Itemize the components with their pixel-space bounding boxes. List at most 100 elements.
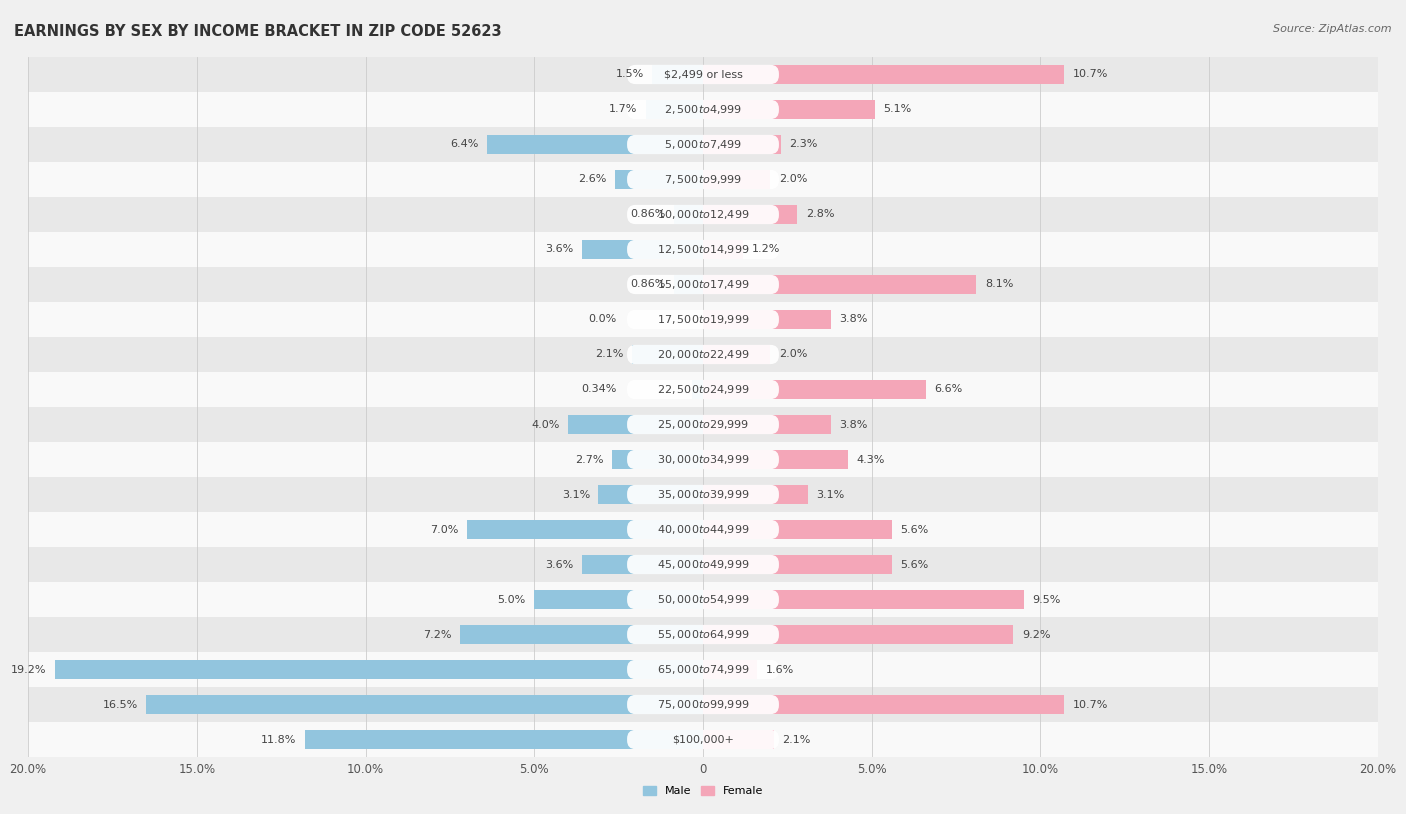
Bar	[28, 372, 1378, 407]
Bar	[703, 625, 1014, 644]
Text: $40,000 to $44,999: $40,000 to $44,999	[657, 523, 749, 536]
Bar	[28, 92, 1378, 127]
Bar	[28, 617, 1378, 652]
Bar	[28, 722, 1378, 757]
FancyBboxPatch shape	[627, 275, 779, 294]
FancyBboxPatch shape	[627, 65, 779, 84]
Bar	[460, 625, 703, 644]
Text: Source: ZipAtlas.com: Source: ZipAtlas.com	[1274, 24, 1392, 34]
Text: 11.8%: 11.8%	[262, 734, 297, 745]
FancyBboxPatch shape	[627, 590, 779, 609]
Bar	[703, 730, 773, 749]
Bar	[28, 57, 1378, 92]
Bar	[703, 275, 976, 294]
Text: $30,000 to $34,999: $30,000 to $34,999	[657, 453, 749, 466]
Bar	[616, 170, 703, 189]
FancyBboxPatch shape	[627, 660, 779, 679]
FancyBboxPatch shape	[627, 310, 779, 329]
Bar	[703, 170, 770, 189]
Bar	[28, 267, 1378, 302]
Text: $5,000 to $7,499: $5,000 to $7,499	[664, 138, 742, 151]
Bar	[28, 687, 1378, 722]
Bar	[703, 65, 1064, 84]
Bar	[645, 100, 703, 119]
Bar	[28, 442, 1378, 477]
Text: $20,000 to $22,499: $20,000 to $22,499	[657, 348, 749, 361]
FancyBboxPatch shape	[627, 415, 779, 434]
Bar	[28, 547, 1378, 582]
Bar	[28, 477, 1378, 512]
Bar	[673, 275, 703, 294]
Bar	[28, 512, 1378, 547]
Bar	[582, 240, 703, 259]
Text: $22,500 to $24,999: $22,500 to $24,999	[657, 383, 749, 396]
Text: EARNINGS BY SEX BY INCOME BRACKET IN ZIP CODE 52623: EARNINGS BY SEX BY INCOME BRACKET IN ZIP…	[14, 24, 502, 39]
Text: 19.2%: 19.2%	[11, 664, 46, 675]
Text: $65,000 to $74,999: $65,000 to $74,999	[657, 663, 749, 676]
Bar	[28, 652, 1378, 687]
Text: 2.1%: 2.1%	[782, 734, 811, 745]
Bar	[703, 135, 780, 154]
Text: $2,499 or less: $2,499 or less	[664, 69, 742, 80]
Bar	[28, 582, 1378, 617]
Text: $17,500 to $19,999: $17,500 to $19,999	[657, 313, 749, 326]
Text: $35,000 to $39,999: $35,000 to $39,999	[657, 488, 749, 501]
FancyBboxPatch shape	[627, 555, 779, 574]
Text: 1.7%: 1.7%	[609, 104, 637, 115]
Bar	[28, 232, 1378, 267]
Bar	[703, 520, 891, 539]
Text: 0.0%: 0.0%	[589, 314, 617, 325]
Bar	[633, 345, 703, 364]
Bar	[703, 310, 831, 329]
Bar	[652, 65, 703, 84]
Bar	[703, 100, 875, 119]
Bar	[703, 555, 891, 574]
Text: $100,000+: $100,000+	[672, 734, 734, 745]
Text: 0.86%: 0.86%	[630, 279, 665, 290]
Text: 5.6%: 5.6%	[900, 524, 928, 535]
Bar	[534, 590, 703, 609]
Text: 4.3%: 4.3%	[856, 454, 884, 465]
Text: 1.6%: 1.6%	[765, 664, 793, 675]
FancyBboxPatch shape	[627, 380, 779, 399]
Text: $45,000 to $49,999: $45,000 to $49,999	[657, 558, 749, 571]
Bar	[703, 380, 925, 399]
Bar	[703, 240, 744, 259]
FancyBboxPatch shape	[627, 205, 779, 224]
Bar	[28, 162, 1378, 197]
Bar	[703, 345, 770, 364]
FancyBboxPatch shape	[627, 170, 779, 189]
Text: 7.0%: 7.0%	[430, 524, 458, 535]
Bar	[612, 450, 703, 469]
Text: $2,500 to $4,999: $2,500 to $4,999	[664, 103, 742, 116]
Bar	[486, 135, 703, 154]
Text: 5.1%: 5.1%	[883, 104, 911, 115]
Text: 2.3%: 2.3%	[789, 139, 817, 150]
Bar	[305, 730, 703, 749]
Bar	[28, 337, 1378, 372]
Text: 5.0%: 5.0%	[498, 594, 526, 605]
Text: 1.2%: 1.2%	[752, 244, 780, 255]
Bar	[146, 695, 703, 714]
Bar	[673, 205, 703, 224]
Bar	[568, 415, 703, 434]
Text: $12,500 to $14,999: $12,500 to $14,999	[657, 243, 749, 256]
Text: $7,500 to $9,999: $7,500 to $9,999	[664, 173, 742, 186]
Text: 3.1%: 3.1%	[815, 489, 844, 500]
Text: $50,000 to $54,999: $50,000 to $54,999	[657, 593, 749, 606]
FancyBboxPatch shape	[627, 450, 779, 469]
Text: 2.6%: 2.6%	[578, 174, 607, 185]
Bar	[28, 197, 1378, 232]
Bar	[703, 660, 756, 679]
Text: 2.8%: 2.8%	[806, 209, 834, 220]
FancyBboxPatch shape	[627, 100, 779, 119]
Text: 3.8%: 3.8%	[839, 419, 868, 430]
Text: 6.4%: 6.4%	[450, 139, 478, 150]
Bar	[28, 302, 1378, 337]
Text: 9.2%: 9.2%	[1022, 629, 1050, 640]
Text: 8.1%: 8.1%	[984, 279, 1014, 290]
Bar	[703, 205, 797, 224]
Text: 4.0%: 4.0%	[531, 419, 560, 430]
Text: 3.1%: 3.1%	[562, 489, 591, 500]
FancyBboxPatch shape	[627, 520, 779, 539]
